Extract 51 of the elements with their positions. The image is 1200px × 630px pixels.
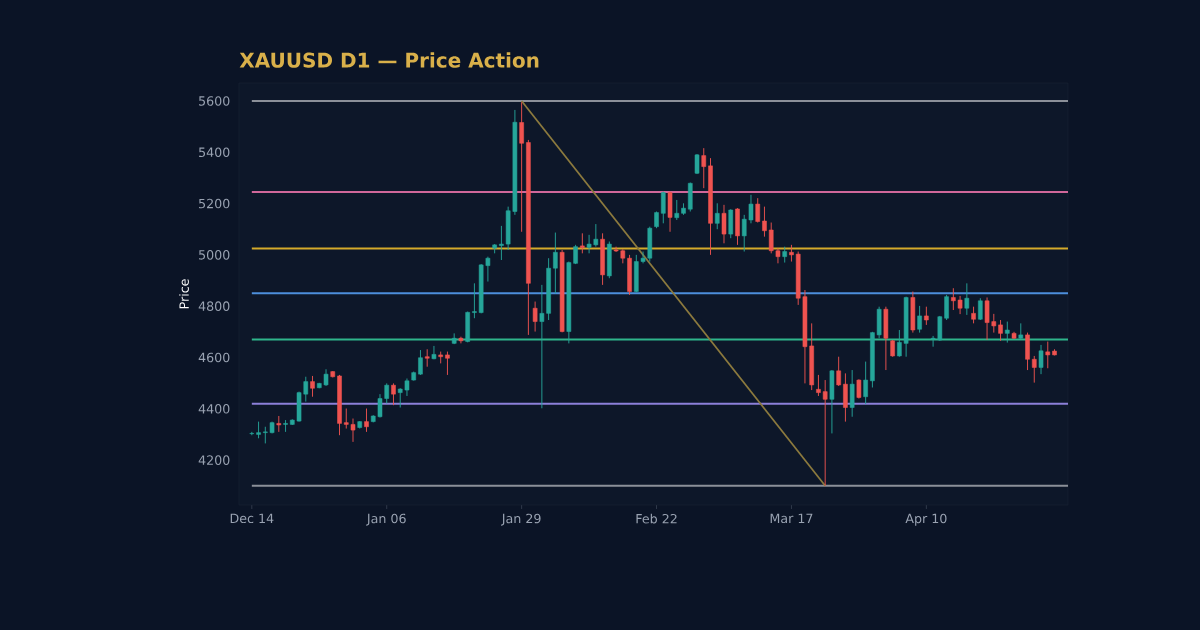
candlestick (580, 232, 585, 254)
candlestick (917, 305, 922, 334)
x-tick-label: Mar 17 (770, 513, 813, 524)
y-tick-label: 4400 (198, 403, 230, 414)
candlestick (822, 379, 828, 487)
candlestick (431, 345, 437, 360)
candlestick (424, 348, 430, 368)
candlestick (445, 351, 450, 376)
candlestick (1031, 355, 1037, 384)
candlestick (418, 349, 423, 376)
candlestick (924, 306, 929, 326)
candlestick (532, 301, 538, 333)
candlestick (310, 375, 315, 398)
candlestick (458, 336, 464, 344)
candlestick (843, 372, 848, 423)
y-tick-label: 4200 (198, 455, 230, 465)
candlestick (721, 204, 727, 244)
candlestick (836, 356, 841, 387)
candlestick (816, 374, 821, 397)
y-tick-label: 5400 (199, 147, 230, 158)
candlestick (1005, 321, 1010, 344)
candlestick (1045, 341, 1051, 369)
y-tick-label: 4600 (198, 352, 230, 363)
candlestick (701, 147, 707, 189)
x-tick-label: Jan 06 (366, 513, 406, 526)
x-tick-label: Jan 29 (501, 513, 541, 526)
y-axis-title: Price (179, 279, 189, 309)
candlestick (391, 382, 396, 406)
candlestick (849, 369, 855, 418)
x-tick-label: Feb 22 (636, 513, 677, 524)
candlestick (762, 206, 767, 238)
y-tick-label: 4800 (198, 301, 230, 311)
candlestick (856, 378, 862, 399)
candlestick (755, 197, 761, 224)
x-tick-label: Apr 10 (905, 513, 947, 526)
x-tick-label: Dec 14 (230, 513, 274, 524)
candlestick (998, 319, 1003, 342)
candlestick (674, 199, 680, 221)
y-tick-label: 5200 (199, 198, 230, 209)
candlestick (964, 282, 970, 316)
candlestick (283, 419, 288, 433)
candlestick (1038, 344, 1044, 375)
y-tick-label: 5000 (199, 250, 230, 260)
candlestick (553, 232, 558, 294)
y-tick-label: 5600 (199, 96, 230, 106)
candlestick (863, 361, 868, 405)
candlestick (714, 202, 720, 230)
candlestick (364, 408, 369, 433)
candlestick (519, 101, 524, 233)
chart-title: XAUUSD D1 — Price Action (239, 52, 539, 68)
candlestick (660, 191, 666, 224)
